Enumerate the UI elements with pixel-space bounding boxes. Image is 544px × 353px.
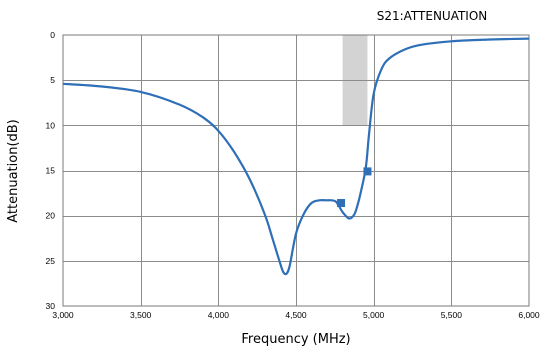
y-tick-label: 0 — [50, 30, 55, 40]
x-tick-label: 5,000 — [363, 310, 385, 320]
y-tick-label: 5 — [50, 75, 55, 85]
x-tick-label: 5,500 — [441, 310, 463, 320]
y-tick-label: 30 — [46, 301, 56, 311]
y-tick-label: 15 — [46, 166, 56, 176]
y-axis-label: Attenuation(dB) — [6, 119, 21, 223]
y-tick-label: 20 — [46, 211, 56, 221]
y-tick-label: 10 — [46, 120, 56, 130]
x-tick-label: 3,000 — [52, 310, 74, 320]
data-marker — [337, 199, 346, 208]
x-tick-label: 3,500 — [130, 310, 152, 320]
x-tick-label: 4,500 — [285, 310, 307, 320]
x-tick-label: 4,000 — [208, 310, 230, 320]
y-tick-label: 25 — [46, 256, 56, 266]
chart-title: S21:ATTENUATION — [377, 9, 488, 23]
data-marker — [363, 167, 372, 176]
x-tick-label: 6,000 — [518, 310, 540, 320]
plot-border — [62, 34, 530, 307]
series-line — [62, 37, 530, 276]
x-axis-label: Frequency (MHz) — [241, 332, 350, 347]
